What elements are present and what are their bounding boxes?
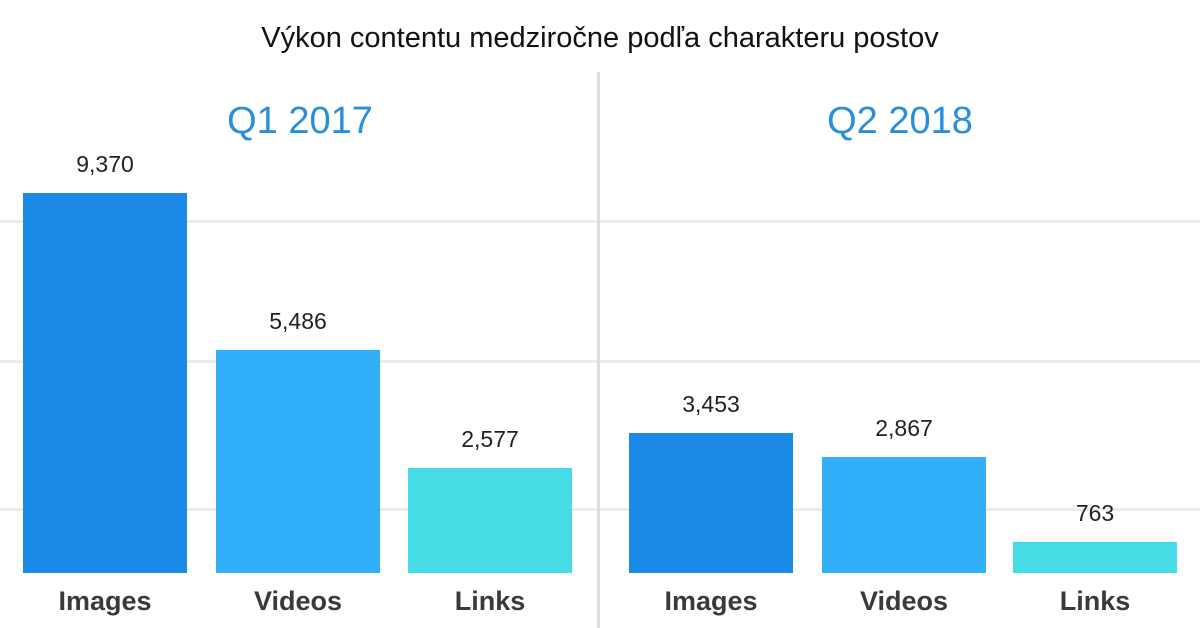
value-label-q2-2018-videos: 2,867 [875, 415, 933, 441]
panel-divider [597, 72, 600, 628]
bar-q1-2017-links [408, 468, 572, 573]
gridline [0, 360, 1200, 363]
panel-title-q2-2018: Q2 2018 [827, 100, 973, 142]
category-label-q1-2017-videos: Videos [253, 586, 343, 616]
value-label-q1-2017-videos: 5,486 [269, 308, 327, 334]
category-label-q1-2017-images: Images [58, 586, 152, 616]
category-label-q1-2017-links: Links [454, 586, 526, 616]
bar-q1-2017-images [23, 193, 187, 573]
gridline [0, 508, 1200, 511]
bar-q2-2018-videos [822, 457, 986, 573]
value-label-q1-2017-images: 9,370 [76, 151, 134, 177]
chart-title: Výkon contentu medziročne podľa charakte… [261, 22, 939, 54]
category-label-q2-2018-videos: Videos [859, 586, 949, 616]
bar-q1-2017-videos [216, 350, 380, 573]
value-label-q2-2018-links: 763 [1075, 500, 1115, 526]
gridline [0, 220, 1200, 223]
panel-title-q1-2017: Q1 2017 [227, 100, 373, 142]
category-label-q2-2018-links: Links [1059, 586, 1131, 616]
value-label-q2-2018-images: 3,453 [682, 391, 740, 417]
bar-q2-2018-links [1013, 542, 1177, 573]
category-label-q2-2018-images: Images [664, 586, 758, 616]
bar-q2-2018-images [629, 433, 793, 573]
value-label-q1-2017-links: 2,577 [461, 426, 519, 452]
